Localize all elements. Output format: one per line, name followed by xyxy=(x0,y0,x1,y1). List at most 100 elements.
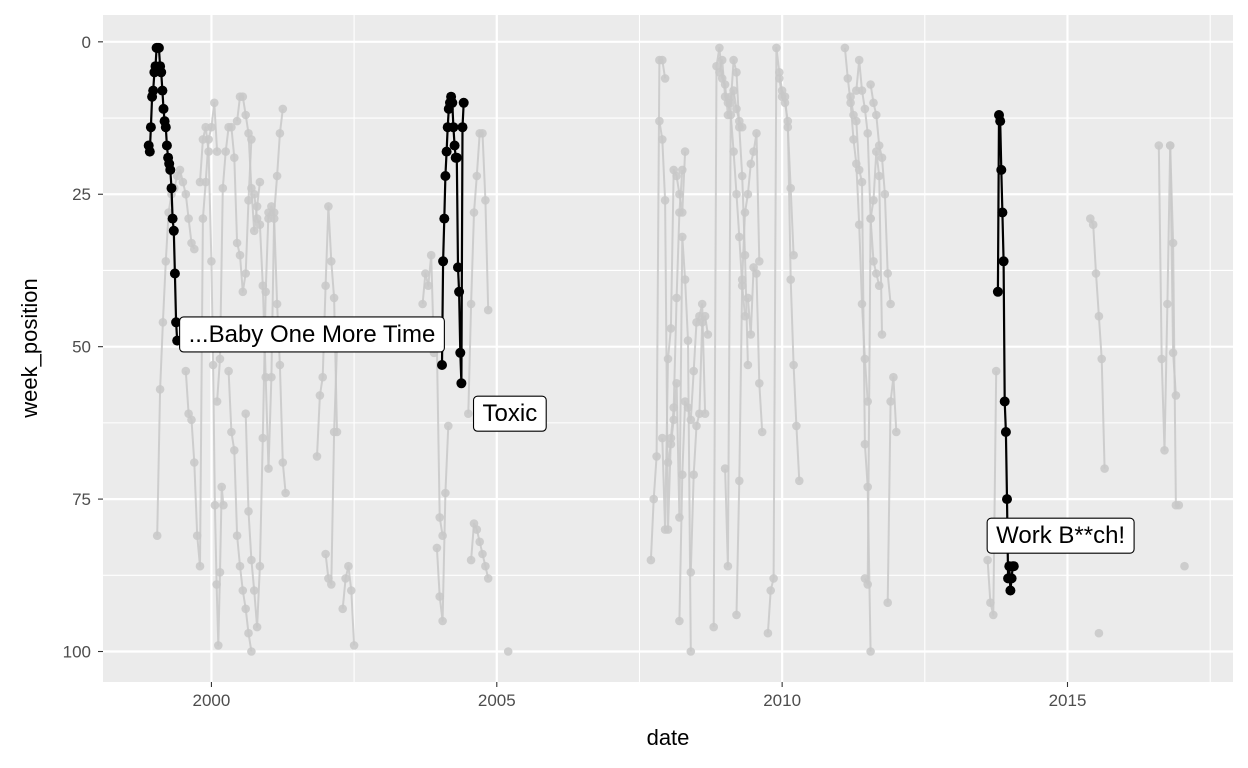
background-series-point xyxy=(880,189,890,199)
highlight-series-point xyxy=(160,122,171,133)
background-series-point xyxy=(857,177,867,187)
background-series-point xyxy=(735,476,744,486)
background-series-point xyxy=(866,214,875,223)
y-tick-label: 75 xyxy=(72,490,91,509)
background-series-point xyxy=(1168,348,1178,358)
background-series-point xyxy=(874,171,884,181)
background-series-point xyxy=(695,409,704,419)
background-series-point xyxy=(466,555,476,565)
background-series-point xyxy=(1157,354,1166,364)
highlight-series-point xyxy=(1002,494,1012,505)
background-series-point xyxy=(435,513,445,522)
background-series-point xyxy=(217,482,226,492)
background-series xyxy=(1094,628,1104,638)
background-series-point xyxy=(235,561,245,571)
background-series-point xyxy=(732,189,741,199)
background-series-point xyxy=(672,171,681,181)
background-series xyxy=(195,122,228,650)
background-series-point xyxy=(857,299,867,309)
highlight-series-point xyxy=(169,268,180,279)
highlight-series-point xyxy=(449,140,460,151)
y-tick-label: 0 xyxy=(82,33,91,52)
background-series-point xyxy=(1094,628,1104,638)
highlight-series-point xyxy=(144,146,155,157)
background-series xyxy=(883,372,901,607)
background-series xyxy=(775,74,804,486)
background-series-point xyxy=(272,299,282,309)
background-series-point xyxy=(755,379,764,388)
background-series-point xyxy=(989,610,998,620)
background-series xyxy=(646,55,670,565)
background-series-point xyxy=(1163,299,1172,309)
background-series-point xyxy=(475,537,485,547)
highlight-series-point xyxy=(166,183,177,194)
background-series-point xyxy=(338,604,348,614)
background-series xyxy=(181,98,222,571)
background-series-point xyxy=(1168,238,1178,248)
background-series-point xyxy=(720,464,730,473)
background-series-point xyxy=(763,628,773,638)
x-axis-title: date xyxy=(647,725,690,750)
background-series-point xyxy=(192,531,202,540)
background-series-point xyxy=(255,177,265,187)
background-series-point xyxy=(232,531,242,540)
background-series-point xyxy=(678,208,687,217)
background-series-point xyxy=(766,586,775,595)
background-series-point xyxy=(258,281,268,291)
annotation-text: Work B**ch! xyxy=(996,522,1125,549)
background-series-point xyxy=(743,360,753,370)
background-series xyxy=(983,366,1001,620)
highlight-series-point xyxy=(995,116,1006,127)
annotation-text: ...Baby One More Time xyxy=(189,321,436,348)
background-series-point xyxy=(852,116,861,126)
background-series-point xyxy=(686,415,696,425)
background-series-point xyxy=(746,330,756,339)
background-series-point xyxy=(269,214,279,223)
background-series-point xyxy=(660,74,670,83)
background-series-point xyxy=(675,189,684,199)
background-series xyxy=(1086,214,1109,473)
highlight-series-point xyxy=(1000,427,1011,437)
background-series-point xyxy=(272,171,282,181)
background-series-point xyxy=(241,110,250,120)
background-series-point xyxy=(161,257,171,266)
background-series-point xyxy=(689,470,698,480)
y-tick-label: 50 xyxy=(72,338,91,357)
background-series-point xyxy=(267,372,276,382)
background-series-point xyxy=(658,135,667,144)
background-series-point xyxy=(669,415,678,425)
background-series-point xyxy=(689,366,698,376)
background-series-point xyxy=(680,275,690,284)
highlight-series-point xyxy=(453,262,463,273)
background-series-point xyxy=(210,98,219,108)
highlight-series-point xyxy=(992,286,1003,297)
background-series xyxy=(686,311,713,577)
background-series xyxy=(249,104,288,473)
background-series-point xyxy=(872,269,881,278)
background-series-point xyxy=(321,549,330,559)
background-series-point xyxy=(686,568,696,577)
background-series-point xyxy=(746,159,756,169)
highlight-series-point xyxy=(457,122,468,133)
background-series-point xyxy=(686,647,696,656)
highlight-series-point xyxy=(153,42,164,53)
x-axis-ticks: 2000 2005 2010 2015 xyxy=(193,682,1086,710)
background-series-point xyxy=(324,202,333,211)
y-axis-title: week_position xyxy=(17,278,42,418)
background-series-point xyxy=(244,507,253,516)
background-series-point xyxy=(715,68,724,77)
background-series-point xyxy=(481,196,490,205)
background-series-point xyxy=(872,110,881,120)
background-series-point xyxy=(244,129,253,138)
highlight-series-point xyxy=(165,164,176,175)
background-series-point xyxy=(212,580,221,589)
background-series xyxy=(743,263,767,437)
highlight-series-point xyxy=(167,213,178,224)
background-series-point xyxy=(238,92,248,101)
annotation-label: Work B**ch! xyxy=(986,517,1135,554)
background-series-point xyxy=(241,604,250,614)
background-series-point xyxy=(983,555,992,565)
background-series-point xyxy=(740,250,750,260)
background-series-point xyxy=(208,360,218,370)
background-series xyxy=(212,122,256,406)
